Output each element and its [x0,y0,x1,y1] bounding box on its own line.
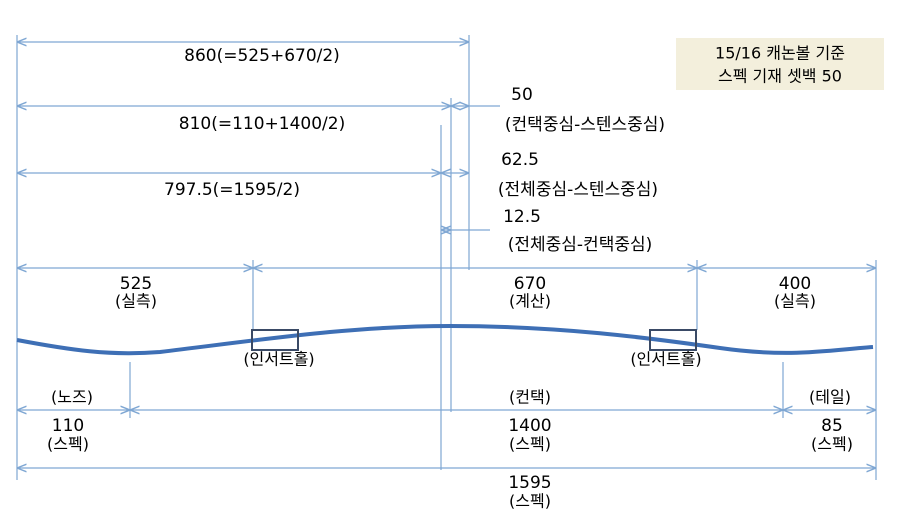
part-note: (스펙) [811,435,853,454]
dimension-label: 860(=525+670/2) [184,46,340,66]
part-value: 110 [52,416,84,436]
part-note: (스펙) [47,435,89,454]
insert-hole [649,329,697,351]
section-note: (실측) [115,292,157,311]
section-value: 670 [514,274,546,294]
total-value: 1595 [508,473,551,493]
note-line: 15/16 캐논볼 기준 [715,44,845,63]
insert-hole-label: (인서트홀) [630,350,701,369]
offset-label: (컨택중심-스텐스중심) [505,115,665,135]
offset-label: (전체중심-스텐스중심) [498,180,658,200]
note-line: 스펙 기재 셋백 50 [718,67,842,86]
section-note: (실측) [774,292,816,311]
dimension-arrows [17,42,876,468]
section-note: (계산) [509,292,551,311]
offset-value: 50 [511,85,533,105]
insert-hole-label: (인서트홀) [243,350,314,369]
dimension-label: 797.5(=1595/2) [164,180,300,200]
part-note: (스펙) [509,435,551,454]
total-note: (스펙) [509,492,551,511]
note-box [676,38,884,90]
offset-value: 62.5 [501,150,539,170]
part-value: 1400 [508,416,551,436]
section-value: 525 [120,274,152,294]
extension-lines [16,35,877,480]
insert-hole [251,329,299,351]
ski-profile [16,323,874,356]
part-name: (테일) [809,388,851,407]
offset-label: (전체중심-컨택중심) [508,235,653,255]
dimension-label: 810(=110+1400/2) [179,114,345,134]
part-name: (컨택) [509,388,551,407]
section-value: 400 [779,274,811,294]
part-name: (노즈) [51,388,93,407]
offset-value: 12.5 [503,207,541,227]
part-value: 85 [821,416,843,436]
